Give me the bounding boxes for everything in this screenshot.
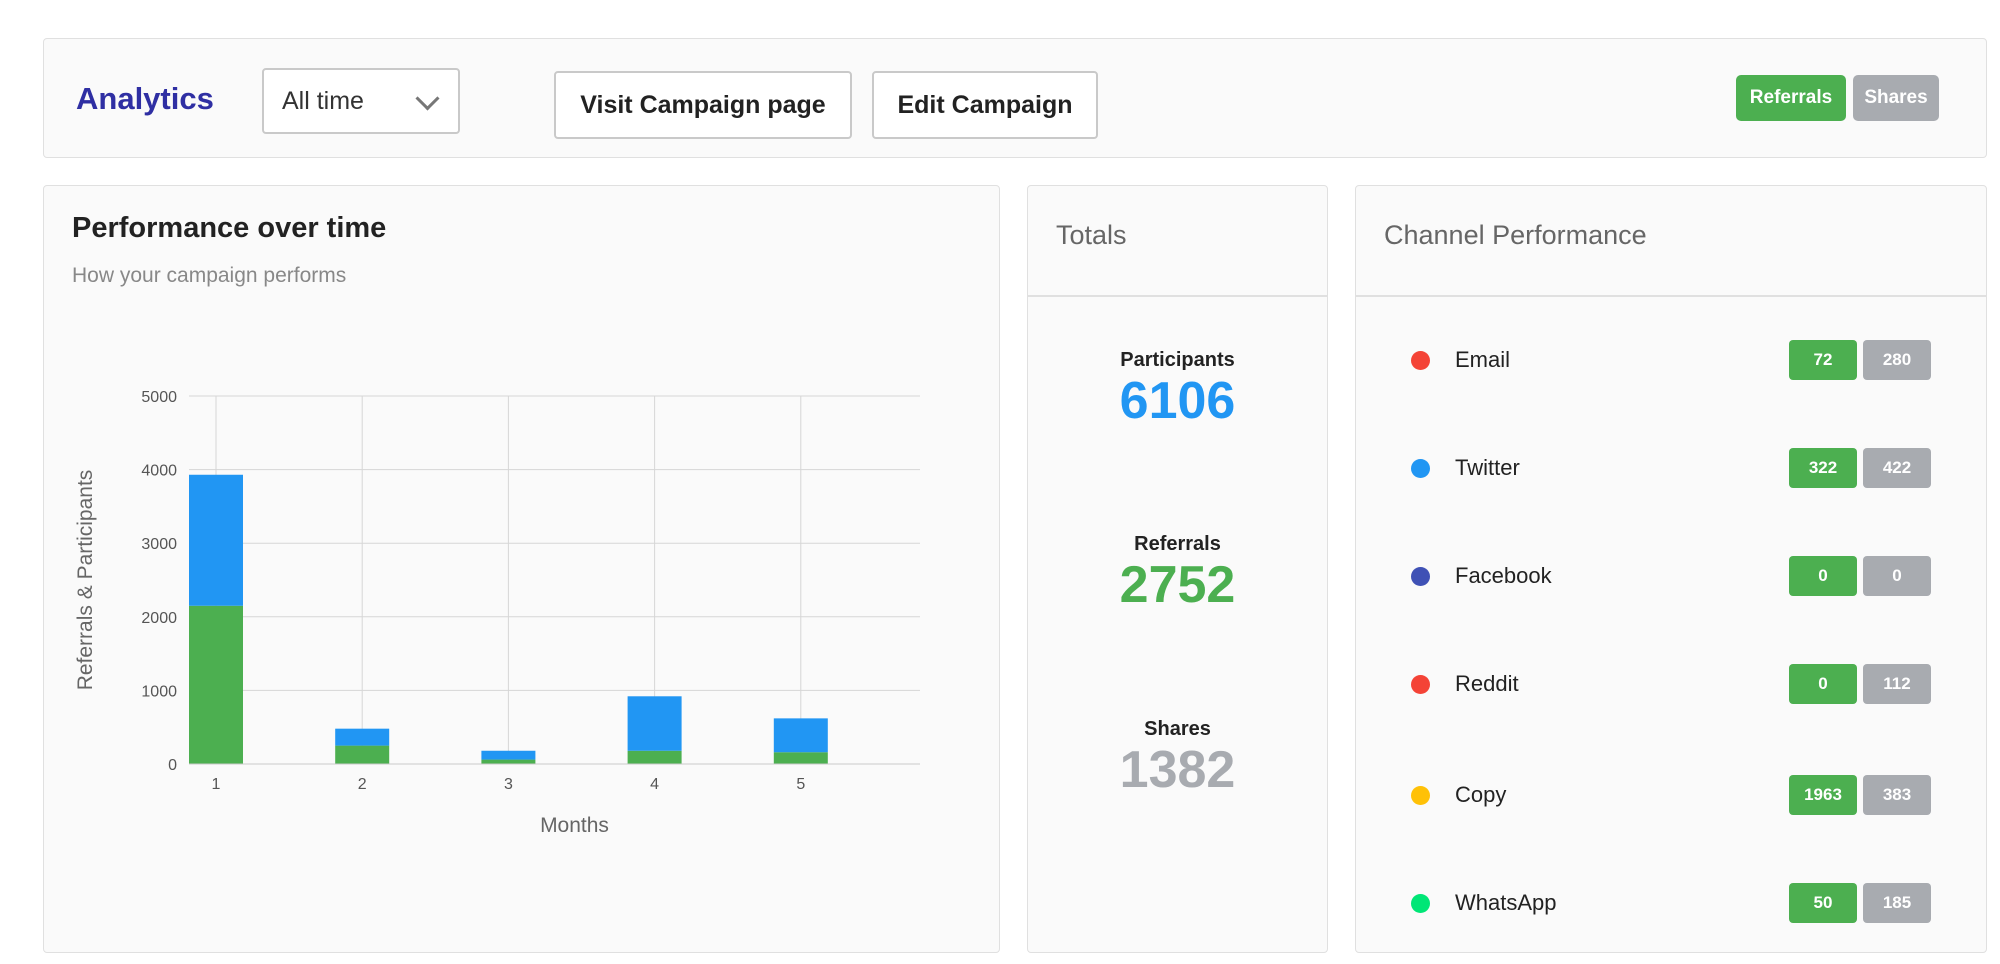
- channel-name: Facebook: [1455, 563, 1552, 588]
- whatsapp-dot-icon: [1411, 894, 1430, 913]
- channel-referrals-badge: 1963: [1789, 775, 1857, 815]
- channel-name: Email: [1455, 347, 1511, 372]
- x-axis-label: Months: [540, 814, 609, 837]
- performance-title: Performance over time: [72, 212, 387, 244]
- edit-campaign-button[interactable]: Edit Campaign: [872, 71, 1098, 139]
- x-tick-label: 1: [212, 776, 221, 793]
- time-range-value: All time: [282, 87, 364, 115]
- shares-label: Shares: [1144, 718, 1211, 740]
- shares-stat: Shares 1382: [1028, 718, 1327, 799]
- performance-subtitle: How your campaign performs: [72, 264, 347, 287]
- participants-value: 6106: [1119, 372, 1236, 430]
- time-range-select[interactable]: All time: [262, 68, 460, 134]
- y-tick-label: 1000: [141, 683, 177, 700]
- x-tick-label: 3: [504, 776, 513, 793]
- x-tick-label: 4: [650, 776, 659, 793]
- shares-toggle[interactable]: Shares: [1853, 75, 1939, 121]
- visit-campaign-button[interactable]: Visit Campaign page: [554, 71, 852, 139]
- y-tick-label: 4000: [141, 463, 177, 480]
- performance-chart: 0 1000 2000 3000 4000 5000 1 2 3 4 5 Months Referral…: [74, 389, 920, 837]
- channel-referrals-badge: 322: [1789, 448, 1857, 488]
- y-tick-label: 2000: [141, 610, 177, 627]
- channel-header: Channel Performance: [1356, 186, 1986, 297]
- channel-referrals-badge: 50: [1789, 883, 1857, 923]
- channel-title: Channel Performance: [1384, 220, 1647, 250]
- bar-segment-0: [335, 745, 390, 764]
- referrals-value: 2752: [1119, 556, 1236, 614]
- channel-row-facebook: Facebook 0 0: [1356, 556, 1986, 596]
- y-tick-label: 0: [168, 757, 177, 774]
- bar-segment-1: [335, 728, 390, 746]
- referrals-label: Referrals: [1134, 533, 1221, 555]
- channel-shares-badge: 185: [1863, 883, 1931, 923]
- channel-shares-badge: 383: [1863, 775, 1931, 815]
- channel-name: Copy: [1455, 782, 1507, 807]
- facebook-dot-icon: [1411, 567, 1430, 586]
- bar-segment-0: [773, 752, 828, 764]
- channel-referrals-badge: 72: [1789, 340, 1857, 380]
- bar-segment-1: [189, 474, 243, 606]
- channel-shares-badge: 0: [1863, 556, 1931, 596]
- channel-row-copy: Copy 1963 383: [1356, 775, 1986, 815]
- bar-segment-0: [189, 605, 243, 764]
- chevron-down-icon: [415, 86, 440, 111]
- channel-referrals-badge: 0: [1789, 556, 1857, 596]
- channel-shares-badge: 112: [1863, 664, 1931, 704]
- channel-row-whatsapp: WhatsApp 50 185: [1356, 883, 1986, 923]
- y-tick-label: 5000: [141, 389, 177, 406]
- reddit-dot-icon: [1411, 675, 1430, 694]
- channel-name: Twitter: [1455, 455, 1520, 480]
- copy-dot-icon: [1411, 786, 1430, 805]
- x-tick-label: 5: [796, 776, 805, 793]
- participants-stat: Participants 6106: [1028, 349, 1327, 430]
- channel-row-twitter: Twitter 322 422: [1356, 448, 1986, 488]
- channel-name: WhatsApp: [1455, 890, 1557, 915]
- totals-header: Totals: [1028, 186, 1327, 297]
- twitter-dot-icon: [1411, 459, 1430, 478]
- bar-segment-0: [627, 750, 682, 764]
- y-axis-label: Referrals & Participants: [74, 470, 97, 691]
- referrals-toggle[interactable]: Referrals: [1736, 75, 1846, 121]
- performance-card: Performance over time How your campaign …: [43, 185, 1000, 953]
- channel-name: Reddit: [1455, 671, 1519, 696]
- totals-card: Totals Participants 6106 Referrals 2752 …: [1027, 185, 1328, 953]
- bar-segment-0: [481, 759, 536, 764]
- channel-row-reddit: Reddit 0 112: [1356, 664, 1986, 704]
- page-title: Analytics: [76, 81, 214, 116]
- totals-title: Totals: [1056, 220, 1127, 250]
- participants-label: Participants: [1120, 349, 1235, 371]
- email-dot-icon: [1411, 351, 1430, 370]
- channel-performance-card: Channel Performance Email 72 280 Twitter…: [1355, 185, 1987, 953]
- channel-shares-badge: 422: [1863, 448, 1931, 488]
- channel-referrals-badge: 0: [1789, 664, 1857, 704]
- analytics-header: Analytics All time Visit Campaign page E…: [43, 38, 1987, 158]
- bar-segment-1: [627, 696, 682, 751]
- channel-shares-badge: 280: [1863, 340, 1931, 380]
- x-tick-label: 2: [358, 776, 367, 793]
- y-tick-label: 3000: [141, 536, 177, 553]
- channel-row-email: Email 72 280: [1356, 340, 1986, 380]
- bar-segment-1: [773, 718, 828, 753]
- shares-value: 1382: [1119, 741, 1236, 799]
- referrals-stat: Referrals 2752: [1028, 533, 1327, 614]
- bar-segment-1: [481, 750, 536, 760]
